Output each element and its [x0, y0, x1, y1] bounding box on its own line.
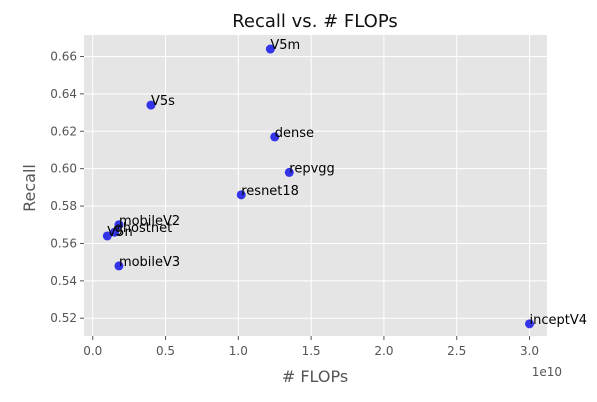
y-tick-label: 0.66 — [50, 50, 77, 64]
x-tick-label: 1.0 — [229, 344, 248, 358]
point-label: inceptV4 — [530, 313, 588, 328]
y-tick-label: 0.60 — [50, 162, 77, 176]
chart-title: Recall vs. # FLOPs — [232, 11, 398, 32]
point-label: V5m — [270, 38, 300, 53]
x-tick-label: 0.5 — [156, 344, 175, 358]
y-axis-ticks: 0.52 0.54 0.56 0.58 0.60 0.62 0.64 0.66 — [50, 50, 84, 326]
x-tick-label: 0.0 — [83, 344, 102, 358]
x-tick-label: 1.5 — [302, 344, 321, 358]
y-tick-label: 0.56 — [50, 236, 77, 250]
point-label: mobileV3 — [119, 255, 180, 270]
y-tick-label: 0.54 — [50, 274, 77, 288]
y-tick-label: 0.58 — [50, 199, 77, 213]
x-tick-label: 2.0 — [374, 344, 393, 358]
x-tick-label: 2.5 — [447, 344, 466, 358]
point-label: dense — [275, 126, 314, 141]
point-label: repvgg — [289, 161, 335, 176]
point-label: V5s — [151, 94, 175, 109]
x-axis-label: # FLOPs — [282, 367, 348, 386]
x-tick-label: 3.0 — [520, 344, 539, 358]
x-axis-ticks: 0.0 0.5 1.0 1.5 2.0 2.5 3.0 — [83, 336, 539, 358]
y-axis-label: Recall — [20, 164, 39, 212]
plot-area — [84, 35, 547, 336]
x-axis-offset-label: 1e10 — [532, 365, 562, 379]
y-tick-label: 0.64 — [50, 87, 77, 101]
point-label: V5n — [107, 225, 132, 240]
y-tick-label: 0.62 — [50, 124, 77, 138]
y-tick-label: 0.52 — [50, 311, 77, 325]
point-label: resnet18 — [241, 184, 299, 199]
